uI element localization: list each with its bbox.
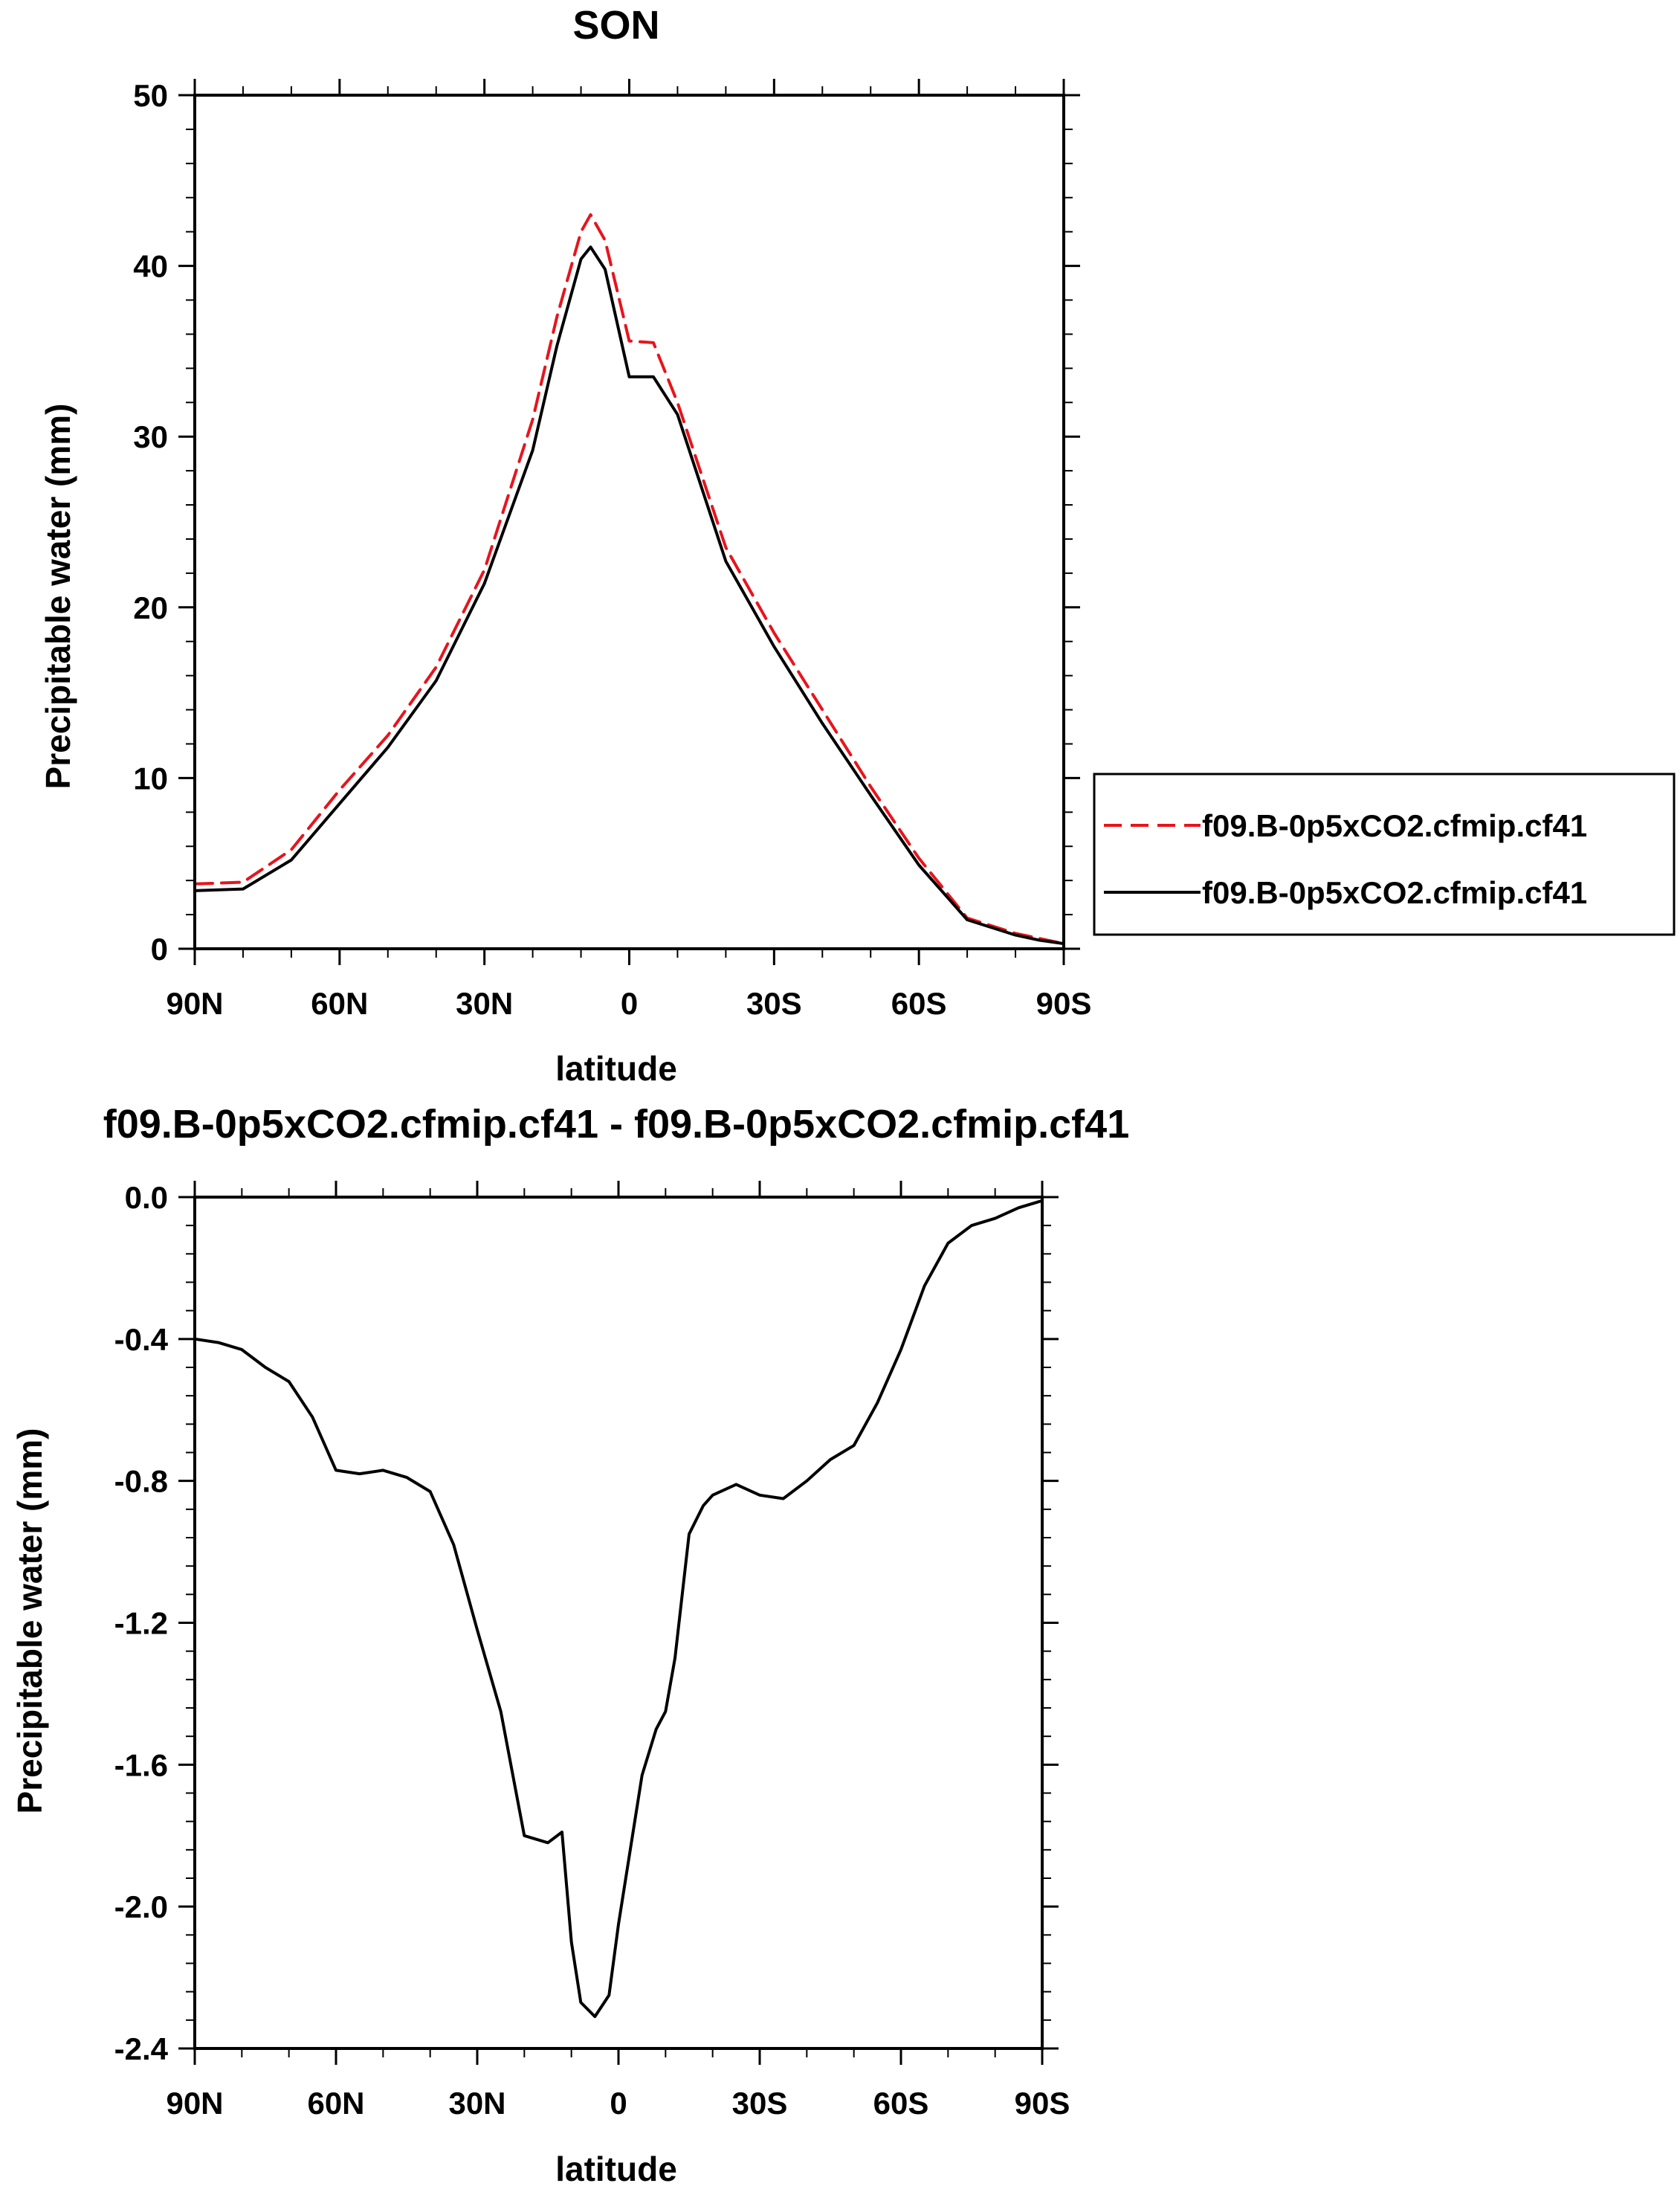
bottom-x-tick-label: 60N — [307, 2086, 364, 2121]
top-x-tick-label: 90N — [166, 986, 223, 1021]
top-y-tick-label: 30 — [133, 419, 168, 454]
top-x-tick-label: 60S — [891, 986, 947, 1021]
bottom-series — [193, 1199, 1044, 2019]
legend-label-series-1: f09.B-0p5xCO2.cfmip.cf41 — [1202, 808, 1587, 843]
top-series — [193, 213, 1065, 946]
legend-label-series-2: f09.B-0p5xCO2.cfmip.cf41 — [1202, 875, 1587, 910]
top-plot-frame — [193, 94, 1065, 950]
top-series-line-1-dashed — [193, 213, 1065, 946]
legend: f09.B-0p5xCO2.cfmip.cf41 f09.B-0p5xCO2.c… — [1093, 773, 1676, 936]
bottom-x-tick-label: 90N — [166, 2086, 223, 2121]
bottom-y-tick-label: -2.0 — [114, 1889, 168, 1924]
top-x-tick-label: 60N — [311, 986, 368, 1021]
panel-top: SON Precipitable water (mm) latitude 0 10… — [39, 3, 1091, 1088]
panel-bottom: f09.B-0p5xCO2.cfmip.cf41 - f09.B-0p5xCO2… — [10, 1102, 1129, 2188]
bottom-ticks: 0.0 -0.4 -0.8 -1.2 -1.6 -2.0 -2.4 90N 60N 30N 0 30S… — [114, 1180, 1070, 2121]
top-x-tick-label: 0 — [621, 986, 638, 1021]
top-x-tick-label: 30N — [456, 986, 513, 1021]
bottom-y-tick-label: -0.4 — [114, 1322, 169, 1357]
top-y-tick-label: 10 — [133, 761, 168, 796]
top-x-tick-label: 30S — [746, 986, 802, 1021]
bottom-y-tick-label: -1.6 — [114, 1747, 168, 1782]
bottom-x-tick-label: 60S — [873, 2086, 929, 2121]
bottom-title: f09.B-0p5xCO2.cfmip.cf41 - f09.B-0p5xCO2… — [103, 1102, 1129, 1147]
bottom-x-tick-label: 30S — [732, 2086, 788, 2121]
bottom-y-tick-label: 0.0 — [125, 1180, 168, 1215]
top-ticks: 0 10 20 30 40 50 90N 60N 30N 0 30S 60S 90S — [133, 78, 1091, 1021]
top-y-tick-label: 40 — [133, 249, 168, 284]
top-y-tick-label: 20 — [133, 590, 168, 625]
top-y-axis-label: Precipitable water (mm) — [39, 404, 77, 790]
top-x-tick-label: 90S — [1036, 986, 1092, 1021]
bottom-plot-frame — [193, 1196, 1044, 2050]
top-title: SON — [572, 3, 659, 48]
bottom-y-axis-label: Precipitable water (mm) — [10, 1428, 49, 1814]
top-series-line-2-solid — [193, 245, 1065, 946]
top-x-axis-label: latitude — [555, 1049, 677, 1088]
legend-box — [1093, 773, 1676, 936]
bottom-y-tick-label: -0.8 — [114, 1464, 168, 1499]
bottom-y-tick-label: -1.2 — [114, 1606, 168, 1641]
bottom-x-tick-label: 30N — [448, 2086, 505, 2121]
bottom-x-tick-label: 0 — [610, 2086, 627, 2121]
bottom-x-tick-label: 90S — [1015, 2086, 1070, 2121]
top-y-tick-label: 0 — [151, 932, 168, 967]
bottom-x-axis-label: latitude — [555, 2150, 677, 2188]
bottom-y-tick-label: -2.4 — [114, 2031, 169, 2066]
bottom-series-line-1-solid — [193, 1199, 1044, 2019]
top-y-tick-label: 50 — [133, 78, 168, 113]
